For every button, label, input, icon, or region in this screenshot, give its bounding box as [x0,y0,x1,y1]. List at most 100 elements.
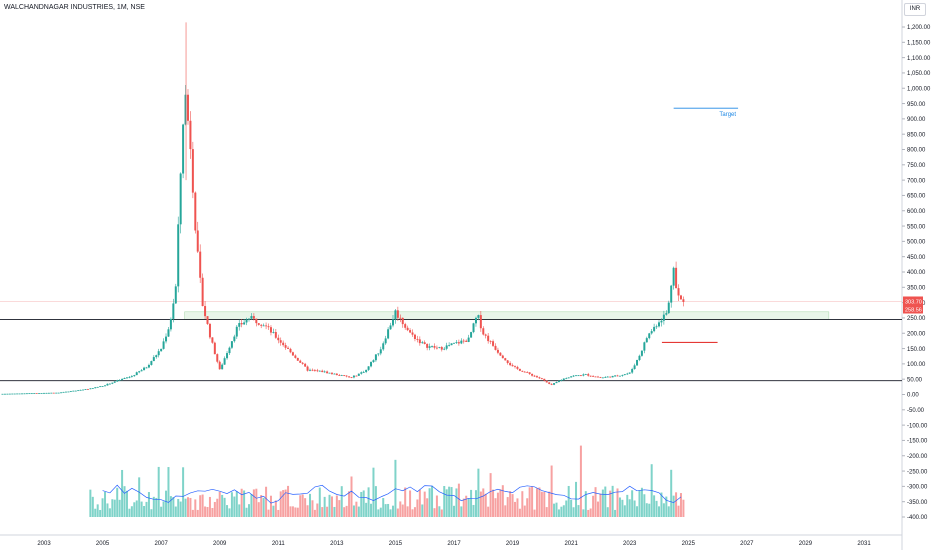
candle [223,356,226,365]
candle [494,343,497,351]
candle-body [406,327,409,331]
volume-bar [621,499,624,517]
candle [121,378,124,381]
candle [313,368,316,372]
candle [443,346,446,351]
candle-body [504,358,507,361]
candle-body [228,347,231,354]
volume-bar [374,486,377,517]
candle [260,323,263,329]
candle [248,318,250,322]
candle [116,379,119,382]
candle-body [604,376,607,378]
candle-body [557,380,560,383]
candle-body [482,328,485,335]
candle-body [650,331,653,334]
time-tick-label: 2013 [330,541,344,547]
volume-bar [291,506,294,517]
candle [340,374,343,376]
candle [648,332,651,340]
candle [338,374,341,376]
candle-body [11,393,14,395]
volume-bar [152,496,155,517]
candle-body [438,347,441,348]
candle-body [399,317,402,319]
candle-body [509,362,512,366]
candle-body [130,376,133,377]
candle-body [594,376,597,378]
candle-body [506,360,509,363]
candle [606,376,609,378]
candle [262,323,265,327]
volume-bar [211,507,214,517]
candle-body [177,224,180,287]
candle-body [55,392,58,394]
candle-body [248,318,250,320]
candle-body [562,378,565,380]
candle [516,365,519,371]
volume-bar [301,494,304,517]
candle [1,393,4,395]
candle [306,365,309,372]
volume-bar [499,489,502,517]
candle [30,393,33,395]
volume-bar [330,496,333,517]
candle [245,317,248,326]
candle [523,371,526,373]
candle-body [38,393,41,394]
candle-body [257,323,260,325]
volume-bar [191,509,194,517]
candle [457,339,460,346]
time-axis[interactable]: 2003 2005 2007 2009 2011 2013 2015 2017 2019 2021… [37,541,871,547]
candle-body [123,377,126,379]
candle [152,355,155,362]
candle [489,340,492,345]
volume-bar [306,505,309,517]
candle-body [618,375,621,377]
candle-body [321,370,324,373]
candle-body [211,337,214,343]
candle [521,370,524,372]
candle-body [550,383,553,385]
candle [474,316,477,327]
volume-bar [677,505,680,517]
candle [445,342,448,351]
candle [123,377,126,380]
volume-bar [411,509,414,517]
candle [216,353,219,364]
candle-body [589,375,592,377]
volume-bar [645,503,648,517]
candle-body [43,392,45,394]
candle [13,393,16,395]
volume-bar [401,504,404,517]
candle [60,392,63,394]
price-tick-label: 400.00 [907,270,926,276]
currency-button[interactable]: INR [904,3,926,16]
volume-bar [455,488,458,517]
candle-body [582,374,585,376]
candle-body [352,375,355,378]
candle [633,363,636,370]
candle [8,393,11,395]
candle-body [675,267,678,289]
candle-body [413,334,416,339]
price-axis[interactable]: 1,200.00 1,150.00 1,100.00 1,050.00 1,000.00… [902,25,931,521]
candle [433,343,436,350]
candle [623,373,626,376]
candle [252,313,255,321]
candle [411,329,414,337]
candle-body [343,375,346,376]
volume-bar [492,489,495,517]
candle [357,373,360,377]
candle [304,362,307,367]
price-tick-label: 1,000.00 [907,86,931,92]
volume-bar [372,467,375,517]
candle [484,333,487,339]
candle [499,352,502,356]
candle [418,336,421,346]
candle-body [457,342,460,344]
candle-body [518,368,521,371]
volume-bar [560,506,563,517]
volume-bar [140,501,143,517]
